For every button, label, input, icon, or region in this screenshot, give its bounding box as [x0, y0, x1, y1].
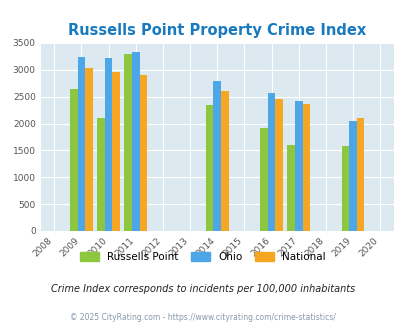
- Bar: [287, 145, 294, 231]
- Bar: [205, 105, 213, 231]
- Text: Crime Index corresponds to incidents per 100,000 inhabitants: Crime Index corresponds to incidents per…: [51, 284, 354, 294]
- Bar: [260, 128, 267, 231]
- Bar: [112, 73, 119, 231]
- Bar: [220, 91, 228, 231]
- Bar: [132, 52, 139, 231]
- Bar: [124, 54, 132, 231]
- Bar: [341, 146, 348, 231]
- Bar: [213, 81, 220, 231]
- Bar: [77, 57, 85, 231]
- Bar: [139, 75, 147, 231]
- Bar: [302, 104, 309, 231]
- Bar: [275, 99, 282, 231]
- Bar: [70, 88, 77, 231]
- Bar: [267, 93, 275, 231]
- Bar: [356, 117, 364, 231]
- Legend: Russells Point, Ohio, National: Russells Point, Ohio, National: [76, 248, 329, 266]
- Title: Russells Point Property Crime Index: Russells Point Property Crime Index: [68, 22, 365, 38]
- Bar: [294, 101, 302, 231]
- Bar: [348, 121, 356, 231]
- Bar: [85, 68, 92, 231]
- Bar: [104, 58, 112, 231]
- Bar: [97, 118, 104, 231]
- Text: © 2025 CityRating.com - https://www.cityrating.com/crime-statistics/: © 2025 CityRating.com - https://www.city…: [70, 313, 335, 322]
